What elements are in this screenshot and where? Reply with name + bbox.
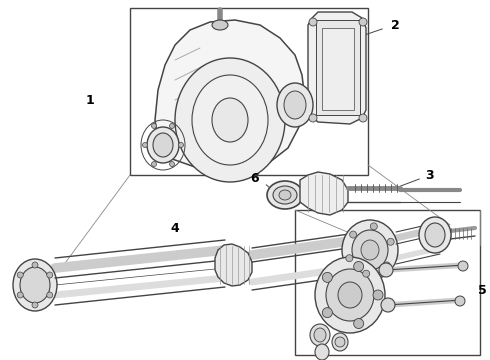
Circle shape bbox=[359, 114, 367, 122]
Ellipse shape bbox=[284, 91, 306, 119]
Circle shape bbox=[17, 292, 24, 298]
Polygon shape bbox=[308, 12, 366, 124]
Ellipse shape bbox=[425, 223, 445, 247]
Ellipse shape bbox=[175, 58, 285, 182]
Circle shape bbox=[379, 263, 393, 277]
Circle shape bbox=[354, 261, 364, 271]
Circle shape bbox=[373, 290, 383, 300]
Circle shape bbox=[309, 114, 317, 122]
Text: 3: 3 bbox=[426, 168, 434, 181]
Ellipse shape bbox=[315, 257, 385, 333]
Circle shape bbox=[363, 270, 369, 277]
Ellipse shape bbox=[279, 190, 291, 200]
Polygon shape bbox=[300, 172, 348, 215]
Circle shape bbox=[359, 18, 367, 26]
Bar bbox=[130, 8, 368, 175]
Ellipse shape bbox=[192, 75, 268, 165]
Circle shape bbox=[151, 162, 156, 167]
Ellipse shape bbox=[342, 220, 398, 280]
Ellipse shape bbox=[20, 267, 50, 303]
Ellipse shape bbox=[326, 269, 374, 321]
Ellipse shape bbox=[277, 83, 313, 127]
Circle shape bbox=[32, 302, 38, 308]
Ellipse shape bbox=[212, 98, 248, 142]
Circle shape bbox=[47, 272, 53, 278]
Circle shape bbox=[17, 272, 24, 278]
Ellipse shape bbox=[147, 127, 179, 163]
Circle shape bbox=[383, 262, 391, 269]
Circle shape bbox=[322, 273, 332, 282]
Circle shape bbox=[350, 231, 357, 238]
Polygon shape bbox=[215, 244, 252, 286]
Circle shape bbox=[309, 18, 317, 26]
Ellipse shape bbox=[338, 282, 362, 308]
Circle shape bbox=[178, 143, 183, 148]
Circle shape bbox=[32, 262, 38, 268]
Ellipse shape bbox=[267, 181, 303, 209]
Text: 1: 1 bbox=[86, 94, 95, 107]
Ellipse shape bbox=[273, 186, 297, 204]
Ellipse shape bbox=[315, 344, 329, 360]
Circle shape bbox=[170, 162, 174, 167]
Bar bbox=[322, 28, 354, 110]
Circle shape bbox=[151, 123, 156, 129]
Text: 5: 5 bbox=[478, 284, 487, 297]
Circle shape bbox=[143, 143, 147, 148]
Bar bbox=[316, 20, 360, 115]
Circle shape bbox=[455, 296, 465, 306]
Ellipse shape bbox=[310, 324, 330, 346]
Text: 6: 6 bbox=[251, 171, 259, 185]
Ellipse shape bbox=[212, 20, 228, 30]
Polygon shape bbox=[155, 20, 305, 170]
Circle shape bbox=[47, 292, 53, 298]
Circle shape bbox=[322, 308, 332, 318]
Ellipse shape bbox=[13, 259, 57, 311]
Text: 4: 4 bbox=[171, 221, 179, 234]
Circle shape bbox=[387, 238, 394, 245]
Circle shape bbox=[370, 223, 377, 230]
Ellipse shape bbox=[361, 240, 379, 260]
Circle shape bbox=[381, 298, 395, 312]
Ellipse shape bbox=[335, 337, 345, 347]
Circle shape bbox=[458, 261, 468, 271]
Text: 2: 2 bbox=[391, 18, 399, 32]
Circle shape bbox=[346, 255, 353, 262]
Circle shape bbox=[354, 319, 364, 329]
Ellipse shape bbox=[153, 133, 173, 157]
Ellipse shape bbox=[352, 230, 388, 270]
Ellipse shape bbox=[314, 328, 326, 342]
Ellipse shape bbox=[332, 333, 348, 351]
Bar bbox=[295, 210, 480, 355]
Ellipse shape bbox=[419, 217, 451, 253]
Circle shape bbox=[170, 123, 174, 129]
